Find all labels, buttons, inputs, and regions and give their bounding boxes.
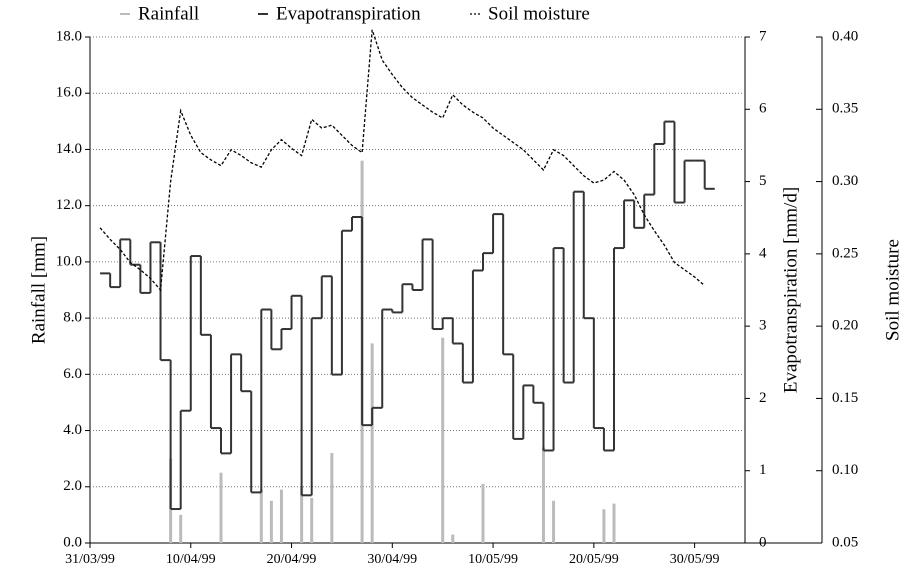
rain-bar: [269, 500, 273, 543]
rain-bar: [481, 483, 485, 543]
rain-bar: [179, 514, 183, 543]
rain-bar: [279, 489, 283, 543]
y-tick-label: 10.0: [56, 253, 82, 269]
x-tick-label: 30/05/99: [670, 552, 720, 567]
rain-bar: [441, 337, 445, 543]
x-tick-label: 10/05/99: [468, 552, 518, 567]
y2-tick-label: 5: [759, 173, 767, 189]
y-tick-label: 16.0: [56, 85, 82, 101]
legend-label: Evapotranspiration: [276, 3, 421, 24]
y-tick-label: 2.0: [63, 478, 82, 494]
y-tick-label: 4.0: [63, 422, 82, 438]
y2-tick-label: 0: [759, 534, 767, 550]
y-tick-label: 8.0: [63, 310, 82, 326]
y-tick-label: 14.0: [56, 141, 82, 157]
y-tick-label: 12.0: [56, 197, 82, 213]
y3-tick-label: 0.10: [832, 462, 858, 478]
x-tick-label: 31/03/99: [65, 552, 115, 567]
y3-tick-label: 0.40: [832, 28, 858, 44]
y3-tick-label: 0.30: [832, 173, 858, 189]
y-tick-label: 0.0: [63, 534, 82, 550]
rain-bar: [370, 343, 374, 543]
rain-bar: [219, 472, 223, 543]
y2-tick-label: 7: [759, 28, 767, 44]
y2-tick-label: 6: [759, 101, 767, 117]
y3-tick-label: 0.35: [832, 101, 858, 117]
y2-tick-label: 2: [759, 390, 767, 406]
rain-bar: [602, 509, 606, 543]
y3-tick-label: 0.15: [832, 390, 858, 406]
x-tick-label: 10/04/99: [166, 552, 216, 567]
rain-bar: [552, 500, 556, 543]
y3-tick-label: 0.20: [832, 318, 858, 334]
y-tick-label: 18.0: [56, 28, 82, 44]
x-tick-label: 20/05/99: [569, 552, 619, 567]
rain-bar: [612, 503, 616, 543]
y3-tick-label: 0.05: [832, 534, 858, 550]
rain-bar: [451, 534, 455, 543]
rain-bar: [541, 447, 545, 543]
legend-label: Soil moisture: [488, 3, 590, 24]
y2-tick-label: 4: [759, 245, 767, 261]
x-tick-label: 20/04/99: [267, 552, 317, 567]
y-tick-label: 6.0: [63, 366, 82, 382]
y-axis-title: Rainfall [mm]: [28, 236, 49, 344]
rain-bar: [259, 489, 263, 543]
y2-tick-label: 1: [759, 462, 767, 478]
x-tick-label: 30/04/99: [367, 552, 417, 567]
y3-axis-title: Soil moisture: [882, 239, 903, 341]
y3-tick-label: 0.25: [832, 245, 858, 261]
legend-label: Rainfall: [138, 3, 199, 24]
rain-bar: [300, 486, 304, 543]
rain-bar: [330, 453, 334, 543]
rain-bar: [310, 498, 314, 543]
y2-axis-title: Evapotranspiration [mm/d]: [780, 187, 801, 393]
y2-tick-label: 3: [759, 318, 767, 334]
